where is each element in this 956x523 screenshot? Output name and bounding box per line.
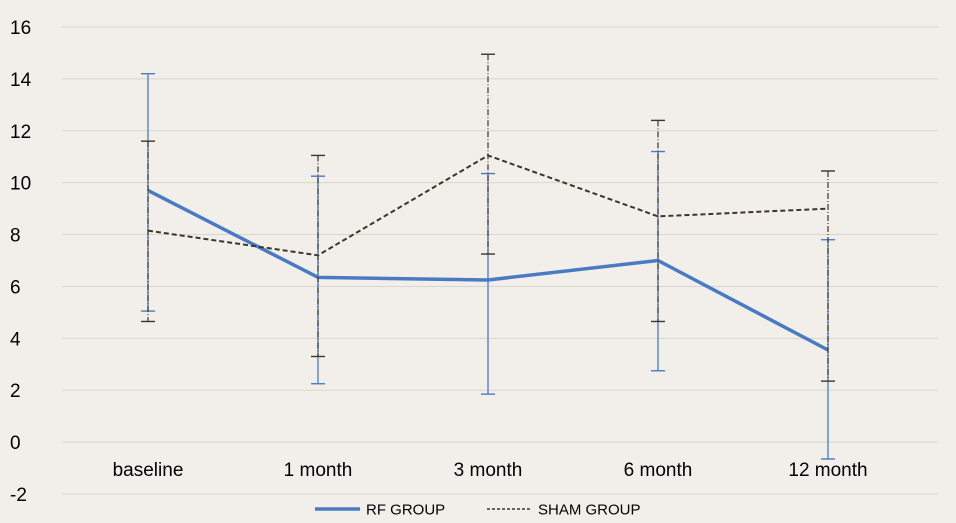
y-tick-label: 0 [10, 433, 21, 454]
y-tick-label: 6 [10, 277, 21, 298]
y-tick-label: 8 [10, 226, 21, 247]
y-tick-label: 16 [10, 18, 31, 39]
y-tick-label: 4 [10, 329, 21, 350]
legend-label: SHAM GROUP [538, 502, 641, 519]
y-tick-label: 14 [10, 70, 32, 91]
legend: RF GROUP SHAM GROUP [315, 502, 641, 519]
y-tick-label: 10 [10, 174, 31, 195]
y-tick-label: -2 [10, 485, 27, 506]
x-tick-label: 3 month [454, 460, 523, 481]
x-tick-label: 12 month [788, 460, 867, 481]
grid-lines [62, 26, 938, 495]
x-axis-ticks: baseline 1 month 3 month 6 month 12 month [113, 460, 868, 481]
y-tick-label: 12 [10, 122, 31, 143]
x-tick-label: 6 month [624, 460, 693, 481]
y-tick-label: 2 [10, 381, 21, 402]
error-bars [141, 53, 835, 460]
y-axis-ticks: -2 0 2 4 6 8 10 12 14 16 [10, 18, 32, 506]
legend-label: RF GROUP [366, 502, 445, 519]
x-tick-label: 1 month [284, 460, 353, 481]
x-tick-label: baseline [113, 460, 184, 481]
